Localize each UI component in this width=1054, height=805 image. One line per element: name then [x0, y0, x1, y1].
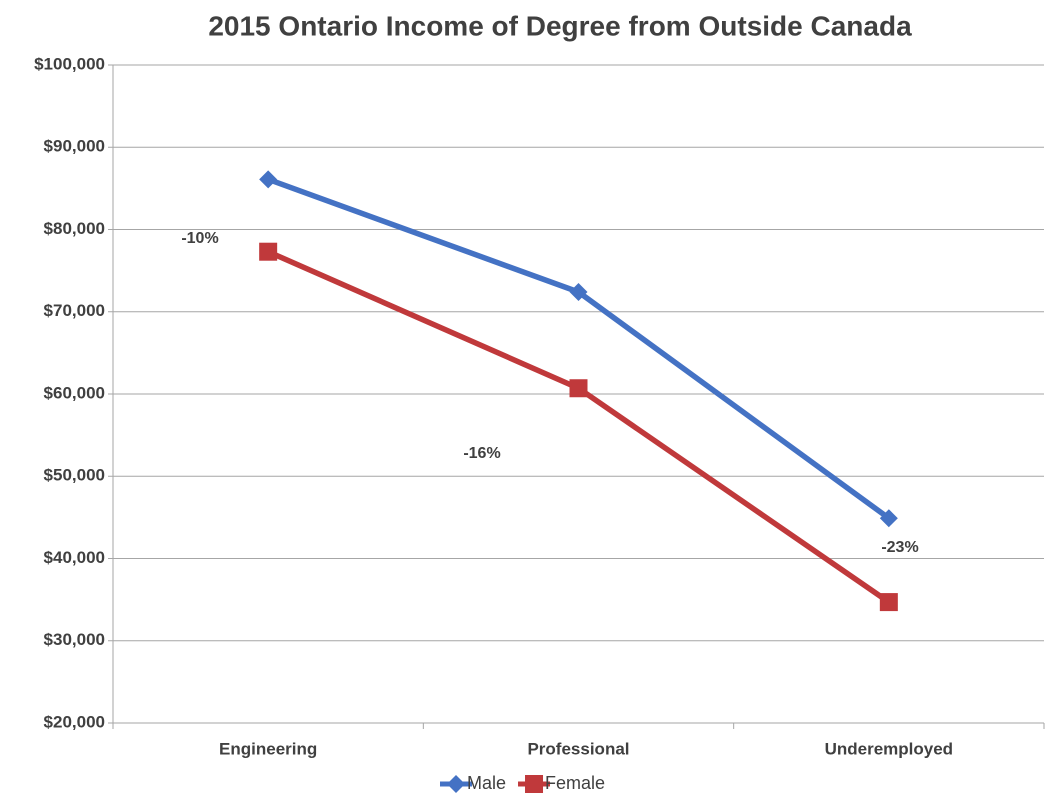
y-tick-label: $50,000: [44, 466, 105, 485]
marker: [525, 775, 544, 793]
marker: [879, 509, 898, 528]
x-tick-label: Engineering: [219, 739, 317, 758]
y-tick-label: $20,000: [44, 712, 105, 731]
annotation: -23%: [881, 539, 918, 556]
chart-title: 2015 Ontario Income of Degree from Outsi…: [208, 10, 912, 41]
marker: [569, 379, 588, 398]
marker: [569, 283, 588, 302]
y-tick-label: $60,000: [44, 383, 105, 402]
legend-label: Male: [467, 773, 506, 793]
marker: [259, 242, 278, 261]
annotation: -16%: [463, 445, 500, 462]
x-tick-label: Professional: [527, 739, 629, 758]
y-tick-label: $80,000: [44, 219, 105, 238]
y-tick-label: $100,000: [34, 54, 105, 73]
marker: [259, 170, 278, 189]
y-tick-label: $40,000: [44, 548, 105, 567]
series-line: [267, 249, 891, 605]
marker: [879, 593, 898, 612]
x-tick-label: Underemployed: [825, 739, 953, 758]
y-tick-label: $30,000: [44, 630, 105, 649]
series-line: [267, 176, 891, 521]
y-tick-label: $90,000: [44, 137, 105, 156]
legend-label: Female: [545, 773, 605, 793]
marker: [447, 775, 465, 793]
annotation: -10%: [181, 230, 218, 247]
y-tick-label: $70,000: [44, 301, 105, 320]
